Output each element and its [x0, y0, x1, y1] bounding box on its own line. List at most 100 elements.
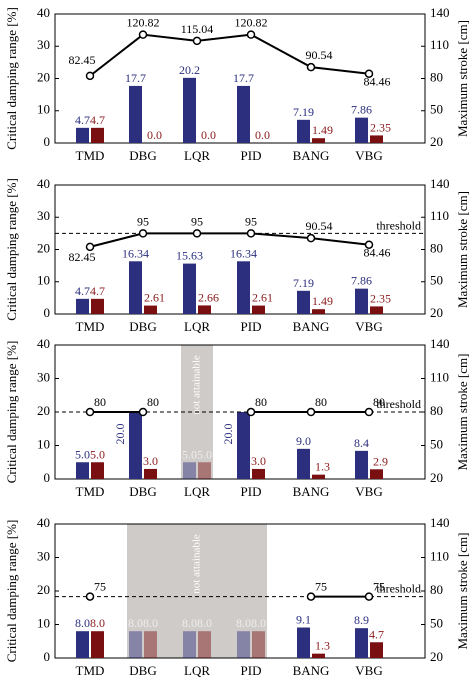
- chart-panel-4: not attainable 0 10 20 30 40 20 50 80 110 140 Criti…: [4, 515, 470, 678]
- bar-primary-value-label: 17.7: [125, 71, 146, 85]
- bar-secondary-pid: [252, 468, 265, 479]
- stroke-point: [306, 233, 316, 243]
- y2-axis-label: Maximum stroke [cm]: [455, 533, 470, 650]
- bar-primary-tmd: [76, 631, 89, 658]
- bar-secondary-tmd: [91, 631, 104, 658]
- category-label: PID: [241, 484, 262, 499]
- bar-primary-tmd: [76, 127, 89, 143]
- threshold-label: threshold: [376, 218, 421, 232]
- category-label: DBG: [129, 484, 156, 499]
- bar-primary-value-label: 9.1: [296, 613, 311, 627]
- threshold-label: threshold: [376, 582, 421, 596]
- left-tick-label: 20: [37, 403, 50, 418]
- category-label: PID: [241, 663, 262, 678]
- stroke-value-label: 80: [315, 395, 327, 409]
- unattainable-region: [127, 524, 267, 658]
- right-tick-label: 80: [430, 582, 443, 597]
- left-tick-label: 40: [37, 5, 50, 20]
- bar-primary-dbg: [129, 631, 142, 658]
- stroke-value-label: 75: [315, 580, 327, 594]
- stroke-point: [138, 30, 148, 39]
- right-tick-label: 80: [430, 69, 443, 84]
- bar-secondary-value-label: 1.3: [315, 639, 330, 653]
- bar-primary-value-label: 16.34: [230, 246, 257, 260]
- unattainable-label: not attainable: [191, 355, 203, 415]
- category-label: PID: [241, 319, 262, 334]
- bar-secondary-bang: [312, 474, 325, 479]
- right-tick-label: 20: [430, 134, 443, 149]
- bar-secondary-value-label: 1.49: [312, 294, 333, 308]
- bar-secondary-bang: [312, 309, 325, 314]
- bar-secondary-vbg: [370, 642, 383, 658]
- stroke-point: [85, 407, 95, 417]
- bar-primary-value-label: 17.7: [233, 71, 254, 85]
- stroke-point: [85, 242, 95, 252]
- threshold-label: threshold: [376, 397, 421, 411]
- category-label: BANG: [293, 484, 330, 499]
- bar-secondary-value-label: 1.3: [315, 460, 330, 474]
- category-label: LQR: [184, 148, 210, 163]
- category-label: TMD: [76, 663, 105, 678]
- stroke-value-label: 80: [147, 395, 159, 409]
- bar-secondary-lqr: [198, 631, 211, 658]
- bar-primary-value-label: 8.0: [128, 616, 143, 630]
- left-tick-label: 0: [44, 134, 51, 149]
- bar-primary-dbg: [129, 412, 142, 479]
- bar-primary-vbg: [355, 628, 368, 658]
- bar-secondary-value-label: 8.0: [251, 616, 266, 630]
- left-tick-label: 30: [37, 548, 50, 563]
- left-tick-label: 10: [37, 102, 50, 117]
- bar-primary-value-label: 8.9: [354, 613, 369, 627]
- bar-secondary-dbg: [144, 468, 157, 479]
- bar-primary-bang: [297, 448, 310, 479]
- stroke-value-label: 84.46: [364, 75, 391, 89]
- bar-secondary-value-label: 8.0: [90, 616, 105, 630]
- bar-primary-value-label: 7.19: [293, 105, 314, 119]
- bar-primary-value-label: 8.0: [236, 616, 251, 630]
- category-label: TMD: [76, 319, 105, 334]
- stroke-point: [246, 30, 256, 39]
- bar-primary-tmd: [76, 298, 89, 314]
- stroke-value-label: 90.54: [306, 48, 333, 62]
- stroke-point: [364, 592, 374, 601]
- bar-primary-dbg: [129, 261, 142, 314]
- left-tick-label: 0: [44, 305, 51, 320]
- left-tick-label: 40: [37, 515, 50, 530]
- bar-primary-lqr: [183, 263, 196, 314]
- category-label: LQR: [184, 663, 210, 678]
- bar-primary-bang: [297, 290, 310, 314]
- bar-primary-value-label: 16.34: [122, 246, 149, 260]
- left-tick-label: 0: [44, 649, 51, 664]
- bar-secondary-value-label: 5.0: [90, 447, 105, 461]
- bar-primary-bang: [297, 119, 310, 143]
- stroke-value-label: 82.45: [69, 250, 96, 264]
- bar-primary-dbg: [129, 85, 142, 143]
- bar-secondary-value-label: 4.7: [90, 284, 105, 298]
- right-tick-label: 20: [430, 470, 443, 485]
- left-tick-label: 10: [37, 615, 50, 630]
- left-tick-label: 10: [37, 436, 50, 451]
- right-tick-label: 50: [430, 273, 443, 288]
- category-label: TMD: [76, 148, 105, 163]
- bar-secondary-value-label: 2.61: [144, 291, 165, 305]
- category-label: BANG: [293, 319, 330, 334]
- stroke-value-label: 80: [373, 395, 385, 409]
- bar-secondary-value-label: 2.35: [370, 120, 391, 134]
- category-label: TMD: [76, 484, 105, 499]
- left-tick-label: 30: [37, 208, 50, 223]
- stroke-value-label: 90.54: [306, 219, 333, 233]
- category-label: PID: [241, 148, 262, 163]
- right-tick-label: 110: [430, 37, 449, 52]
- y2-axis-label: Maximum stroke [cm]: [455, 354, 470, 471]
- stroke-point: [306, 407, 316, 417]
- bar-secondary-value-label: 2.66: [198, 290, 219, 304]
- bar-secondary-value-label: 0.0: [201, 128, 216, 142]
- bar-secondary-value-label: 3.0: [143, 454, 158, 468]
- stroke-value-label: 80: [255, 395, 267, 409]
- bar-primary-value-label: 9.0: [296, 434, 311, 448]
- bar-secondary-value-label: 2.35: [370, 291, 391, 305]
- bar-secondary-value-label: 4.7: [369, 627, 384, 641]
- right-tick-label: 110: [430, 369, 449, 384]
- category-label: VBG: [355, 663, 382, 678]
